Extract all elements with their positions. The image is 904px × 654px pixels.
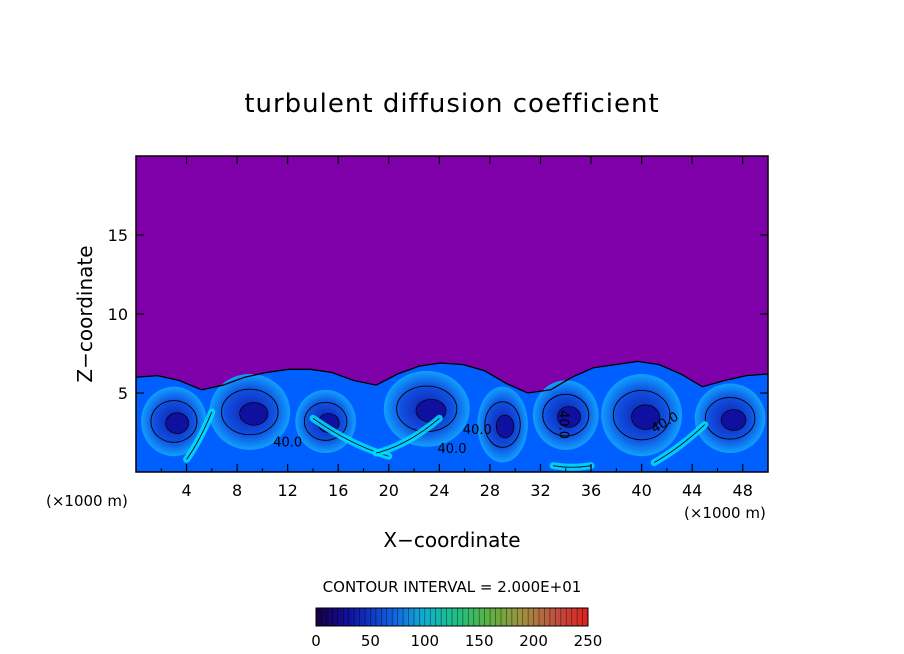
eddy-inner [165,412,190,434]
contour-interval-text: CONTOUR INTERVAL = 2.000E+01 [323,578,582,596]
y-tick-label: 5 [118,384,128,403]
eddy-inner [557,406,581,428]
colorbar-frame [315,607,589,627]
x-tick-label: 48 [733,481,753,500]
contour-label: 40.0 [273,436,302,451]
eddy-inner [720,409,747,431]
streak-contour [553,465,592,468]
x-tick-label: 24 [429,481,449,500]
streak-contour [376,417,440,454]
contour-label: 40.0 [463,423,492,438]
x-axis-label: X−coordinate [383,528,520,552]
eddy-inner [631,404,661,430]
streak-contour [186,411,213,460]
x-tick-label: 36 [581,481,601,500]
contour-label: 40.0 [555,410,570,439]
x-axis-ticks: 4 8 12 16 20 24 28 32 36 40 44 48 [160,156,753,500]
x-tick-label: 20 [379,481,399,500]
x-unit-right: (×1000 m) [684,504,766,522]
colorbar-tick-label: 0 [311,632,321,650]
colorbar-tick-label: 150 [465,632,494,650]
streak-contour [654,424,706,463]
eddy-contour [150,400,198,443]
y-axis-ticks: 5 10 15 [108,226,768,403]
eddy-contour [704,396,756,440]
x-tick-label: 44 [682,481,702,500]
eddy-inner [239,402,269,426]
x-tick-label: 8 [232,481,242,500]
x-tick-label: 32 [530,481,550,500]
chart-title: turbulent diffusion coefficient [244,89,659,119]
boundary-layer-contour [136,360,768,394]
x-unit-left: (×1000 m) [46,492,128,510]
colorbar-tick-label: 250 [574,632,603,650]
y-tick-label: 15 [108,226,128,245]
colorbar-tick-label: 100 [410,632,439,650]
y-axis-label: Z−coordinate [73,245,97,382]
colorbar-tick-label: 200 [519,632,548,650]
colorbar: 0 50 100 150 200 250 [311,607,602,650]
eddy-contour [612,390,671,441]
eddy-contour [303,402,348,441]
x-tick-label: 16 [328,481,348,500]
plot-area [136,156,768,472]
eddy-contour [484,401,521,448]
y-tick-label: 10 [108,305,128,324]
eddy-contour [220,388,279,436]
eddy-structures [141,370,766,471]
x-tick-label: 12 [278,481,298,500]
x-tick-label: 4 [181,481,191,500]
colorbar-ticks: 0 50 100 150 200 250 [311,632,602,650]
eddy-inner [495,414,515,439]
eddy-contour [542,393,590,437]
colorbar-stripes [321,608,583,626]
contour-label: 40.0 [438,442,467,457]
x-tick-label: 40 [631,481,651,500]
colorbar-tick-label: 50 [361,632,380,650]
x-tick-label: 28 [480,481,500,500]
